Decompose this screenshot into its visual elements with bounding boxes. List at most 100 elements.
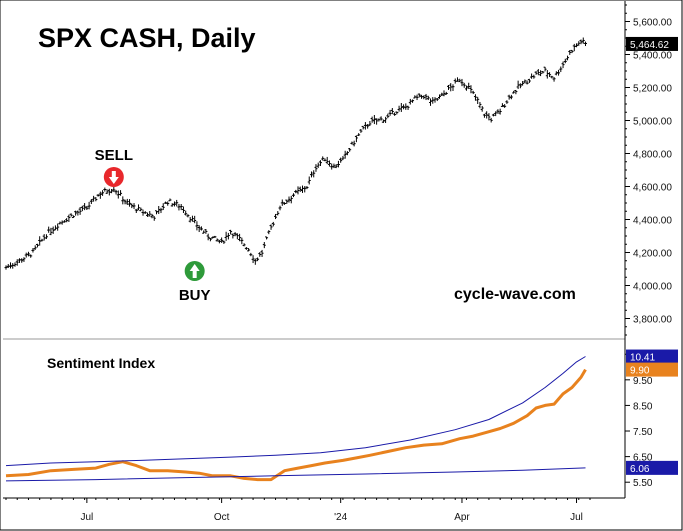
price-bar <box>489 117 493 123</box>
price-bar <box>566 55 570 61</box>
price-bar <box>370 116 374 123</box>
price-bar <box>244 247 248 250</box>
price-bar <box>83 203 87 211</box>
price-bar <box>258 252 262 257</box>
price-tick-label: 4,400.00 <box>633 216 672 227</box>
price-tick-label: 5,200.00 <box>633 84 672 95</box>
price-bar <box>417 93 421 98</box>
x-tick-label: '24 <box>334 512 347 523</box>
price-bar <box>350 141 354 145</box>
price-bar <box>464 85 468 91</box>
price-bar <box>550 75 554 79</box>
price-bar <box>137 204 141 211</box>
price-bar <box>267 230 271 235</box>
price-bar <box>343 150 347 159</box>
price-bar <box>22 257 26 262</box>
price-bar <box>521 80 525 86</box>
price-bar <box>429 98 433 106</box>
sentiment-band-line <box>5 467 586 482</box>
price-tick-label: 5,400.00 <box>633 51 672 62</box>
price-bar <box>226 232 230 240</box>
price-y-axis: 3,800.00 4,000.00 4,200.00 4,400.00 4,600.00… <box>625 4 672 336</box>
price-bar <box>179 204 183 211</box>
price-bar <box>280 199 284 206</box>
price-bar <box>377 118 381 122</box>
price-bar <box>296 186 300 195</box>
price-bar <box>384 116 388 124</box>
price-bar <box>49 227 53 236</box>
price-bar <box>568 50 572 55</box>
price-bar <box>199 226 203 231</box>
price-bar <box>532 74 536 79</box>
price-bar <box>471 90 475 95</box>
price-bar <box>206 233 210 241</box>
signal-sell: SELL <box>95 147 133 187</box>
price-bar <box>161 203 165 211</box>
indicator-value-tag-box <box>626 460 678 475</box>
price-bar <box>271 221 275 227</box>
price-bar <box>336 160 340 168</box>
price-bar <box>552 77 556 82</box>
price-bar <box>469 85 473 94</box>
x-tick-label: Apr <box>454 512 470 523</box>
signal-markers: SELL BUY <box>95 147 211 304</box>
price-bar <box>438 94 442 99</box>
price-bar <box>563 58 567 64</box>
price-bar <box>29 254 33 258</box>
indicator-tick-label: 7.50 <box>633 427 653 438</box>
price-bar <box>62 220 66 223</box>
price-bar <box>325 156 329 165</box>
price-bar <box>559 66 563 73</box>
price-last-tag: 5,464.62 <box>626 36 678 51</box>
price-bar <box>152 216 156 221</box>
price-bar <box>557 69 561 76</box>
buy-label: BUY <box>179 287 211 304</box>
price-bar <box>334 164 338 169</box>
price-bar <box>283 202 287 205</box>
price-bar <box>193 215 197 224</box>
price-bar <box>545 70 549 79</box>
indicator-value-tag: 10.41 <box>626 349 678 364</box>
price-bar <box>233 232 237 237</box>
price-bar <box>575 43 579 48</box>
price-bar <box>303 186 307 193</box>
price-bar <box>110 188 114 194</box>
price-bar <box>44 234 48 240</box>
price-bar <box>505 100 509 104</box>
price-bar <box>60 220 64 225</box>
price-bar <box>491 113 495 117</box>
price-bar <box>220 237 224 243</box>
price-bar <box>404 103 408 110</box>
price-bar <box>451 84 455 91</box>
price-bar <box>163 201 167 204</box>
price-bar <box>375 118 379 125</box>
price-bar <box>42 234 46 241</box>
price-bar <box>339 157 343 163</box>
price-bar <box>238 233 242 242</box>
price-bar <box>379 116 383 121</box>
price-bar <box>143 211 147 214</box>
price-bar <box>548 72 552 77</box>
price-bar <box>514 89 518 95</box>
price-bar <box>496 109 500 114</box>
price-bar <box>399 102 403 112</box>
price-bar <box>512 90 516 94</box>
price-bar <box>372 115 376 125</box>
price-bar <box>577 41 581 46</box>
price-tick-label: 5,600.00 <box>633 18 672 29</box>
price-bar <box>276 211 280 216</box>
price-bar <box>298 186 302 192</box>
price-series <box>4 37 588 270</box>
price-bar <box>408 98 412 105</box>
price-bar <box>581 37 585 44</box>
price-bar <box>402 104 406 110</box>
price-tick-label: 4,800.00 <box>633 150 672 161</box>
price-bar <box>197 225 201 233</box>
price-bar <box>31 248 35 253</box>
price-bar <box>159 207 163 214</box>
indicator-value-tag-box <box>626 362 678 377</box>
price-bar <box>536 69 540 76</box>
price-bar <box>130 203 134 209</box>
